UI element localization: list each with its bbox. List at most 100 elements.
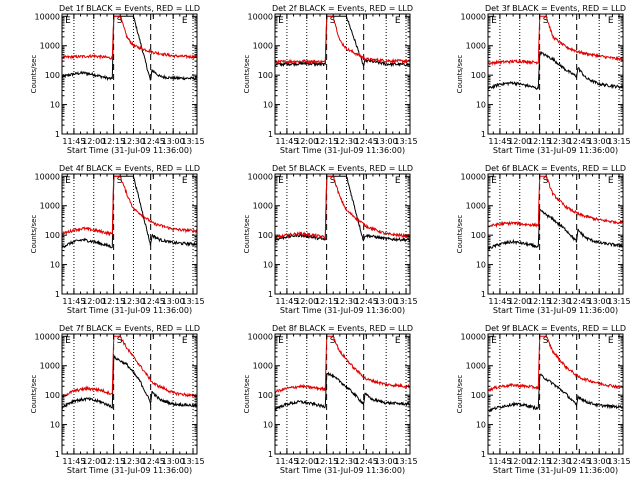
- x-tick-label: 13:00: [375, 457, 398, 466]
- x-tick-label: 12:30: [122, 457, 145, 466]
- x-axis-label: Start Time (31-Jul-09 11:36:00): [493, 306, 618, 315]
- y-tick-label: 1: [268, 290, 273, 299]
- panel-det-9: Det 9f BLACK = Events, RED = LLD E S E 1 10 10…: [456, 324, 631, 475]
- x-tick-label: 11:45: [62, 297, 85, 306]
- interval-marker-label: E: [395, 336, 401, 346]
- interval-marker-label: S: [330, 176, 336, 186]
- interval-marker-label: S: [543, 336, 549, 346]
- y-tick-label: 1: [55, 450, 60, 459]
- lld-series-line: [62, 335, 197, 399]
- plot-frame: [487, 173, 624, 295]
- x-tick-label: 13:00: [375, 137, 398, 146]
- x-tick-label: 13:00: [375, 297, 398, 306]
- y-axis-label: Counts/sec: [30, 375, 38, 414]
- y-tick-label: 1000: [40, 202, 60, 211]
- interval-marker-label: E: [491, 16, 497, 26]
- y-tick-label: 100: [471, 391, 486, 400]
- x-axis-label: Start Time (31-Jul-09 11:36:00): [67, 466, 192, 475]
- x-tick-label: 11:45: [62, 137, 85, 146]
- interval-marker-label: E: [278, 16, 284, 26]
- y-tick-label: 10: [476, 421, 486, 430]
- panel-title: Det 1f BLACK = Events, RED = LLD: [59, 4, 200, 13]
- y-axis-label: Counts/sec: [456, 375, 464, 414]
- x-tick-label: 13:00: [588, 137, 611, 146]
- x-tick-label: 12:45: [568, 457, 591, 466]
- events-series-line: [275, 371, 410, 412]
- y-axis-label: Counts/sec: [243, 55, 251, 94]
- y-tick-label: 1000: [466, 362, 486, 371]
- x-tick-label: 13:00: [162, 297, 185, 306]
- x-tick-label: 12:00: [295, 297, 318, 306]
- plot-frame: [274, 13, 411, 135]
- panel-title: Det 5f BLACK = Events, RED = LLD: [272, 164, 413, 173]
- y-tick-label: 10000: [461, 172, 486, 181]
- panel-det-3: Det 3f BLACK = Events, RED = LLD E S E 1 10 10…: [456, 4, 631, 155]
- y-tick-label: 100: [45, 71, 60, 80]
- interval-marker-label: E: [182, 336, 188, 346]
- plot-frame: [61, 173, 198, 295]
- lld-series-line: [62, 175, 197, 237]
- y-tick-label: 1000: [466, 202, 486, 211]
- plot-frame: [487, 13, 624, 135]
- x-tick-label: 11:45: [488, 297, 511, 306]
- x-tick-label: 12:30: [122, 137, 145, 146]
- x-tick-label: 12:30: [122, 297, 145, 306]
- x-tick-label: 12:00: [82, 297, 105, 306]
- x-tick-label: 11:45: [275, 457, 298, 466]
- panel-title: Det 7f BLACK = Events, RED = LLD: [59, 324, 200, 333]
- events-series-line: [275, 15, 410, 68]
- lld-series-line: [488, 175, 623, 229]
- interval-marker-label: E: [608, 16, 614, 26]
- x-tick-label: 12:15: [528, 297, 551, 306]
- x-tick-label: 12:00: [295, 137, 318, 146]
- x-tick-label: 12:00: [508, 137, 531, 146]
- plot-frame: [487, 333, 624, 455]
- lld-series-line: [62, 15, 197, 61]
- y-tick-label: 10000: [461, 12, 486, 21]
- x-tick-label: 11:45: [488, 457, 511, 466]
- interval-marker-label: S: [117, 176, 123, 186]
- x-tick-label: 13:15: [607, 137, 630, 146]
- y-tick-label: 1: [481, 290, 486, 299]
- panel-det-6: Det 6f BLACK = Events, RED = LLD E S E 1 10 10…: [456, 164, 631, 315]
- interval-marker-label: E: [65, 336, 71, 346]
- x-tick-label: 12:00: [508, 297, 531, 306]
- y-tick-label: 10: [50, 101, 60, 110]
- y-tick-label: 10: [263, 261, 273, 270]
- y-tick-label: 10000: [461, 332, 486, 341]
- x-tick-label: 12:45: [355, 137, 378, 146]
- interval-marker-label: E: [182, 176, 188, 186]
- y-tick-label: 10: [50, 261, 60, 270]
- x-tick-label: 12:45: [355, 457, 378, 466]
- y-tick-label: 1000: [253, 202, 273, 211]
- y-tick-label: 10000: [248, 332, 273, 341]
- x-tick-label: 13:15: [607, 297, 630, 306]
- lld-series-line: [275, 335, 410, 395]
- interval-marker-label: E: [65, 16, 71, 26]
- x-tick-label: 12:45: [142, 457, 165, 466]
- interval-marker-label: S: [117, 16, 123, 26]
- events-series-line: [62, 355, 197, 410]
- interval-marker-label: E: [395, 176, 401, 186]
- interval-marker-label: S: [330, 16, 336, 26]
- y-tick-label: 10000: [35, 172, 60, 181]
- y-tick-label: 10000: [248, 172, 273, 181]
- x-tick-label: 13:00: [162, 457, 185, 466]
- events-series-line: [488, 51, 623, 91]
- y-tick-label: 10: [50, 421, 60, 430]
- y-tick-label: 100: [258, 391, 273, 400]
- x-tick-label: 12:45: [355, 297, 378, 306]
- events-series-line: [275, 175, 410, 243]
- y-axis-label: Counts/sec: [30, 215, 38, 254]
- y-tick-label: 1: [481, 450, 486, 459]
- panel-det-1: Det 1f BLACK = Events, RED = LLD E S E 1 10 10…: [30, 4, 205, 155]
- y-tick-label: 1: [55, 290, 60, 299]
- y-tick-label: 1: [268, 130, 273, 139]
- x-tick-label: 12:15: [528, 457, 551, 466]
- y-tick-label: 10: [263, 101, 273, 110]
- y-tick-label: 10000: [35, 332, 60, 341]
- y-axis-label: Counts/sec: [456, 55, 464, 94]
- interval-marker-label: S: [543, 16, 549, 26]
- x-tick-label: 12:00: [82, 137, 105, 146]
- lld-series-line: [275, 175, 410, 241]
